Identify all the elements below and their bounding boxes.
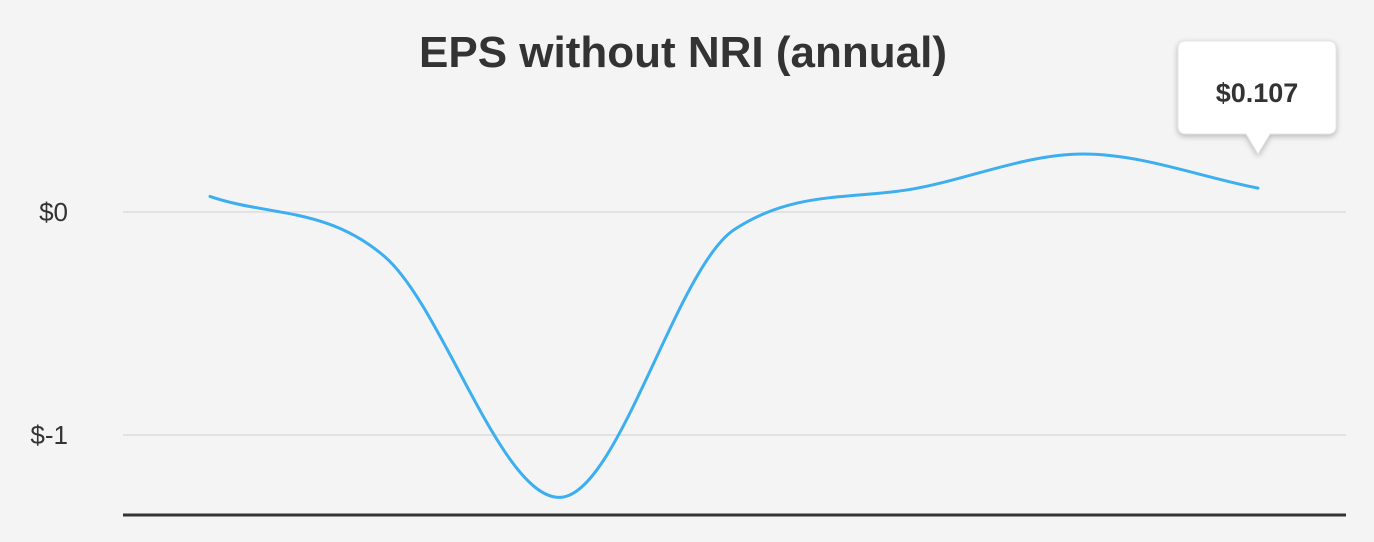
data-point[interactable] [1254,184,1262,192]
eps-series-line[interactable] [208,152,1260,499]
tooltip: $0.107 [1177,40,1337,155]
data-point[interactable] [1079,150,1087,158]
tooltip-box [1177,40,1337,155]
chart-title: EPS without NRI (annual) [419,28,947,77]
tooltip-value: $0.107 [1216,78,1299,108]
data-point[interactable] [905,186,913,194]
y-tick-label: $-1 [30,420,68,450]
data-point[interactable] [381,253,389,261]
data-point[interactable] [730,226,738,234]
grid-lines [123,211,1346,436]
data-point[interactable] [555,493,563,501]
y-tick-label: $0 [39,197,68,227]
data-point[interactable] [206,192,214,200]
y-axis-ticks: $0 $-1 [30,197,68,450]
